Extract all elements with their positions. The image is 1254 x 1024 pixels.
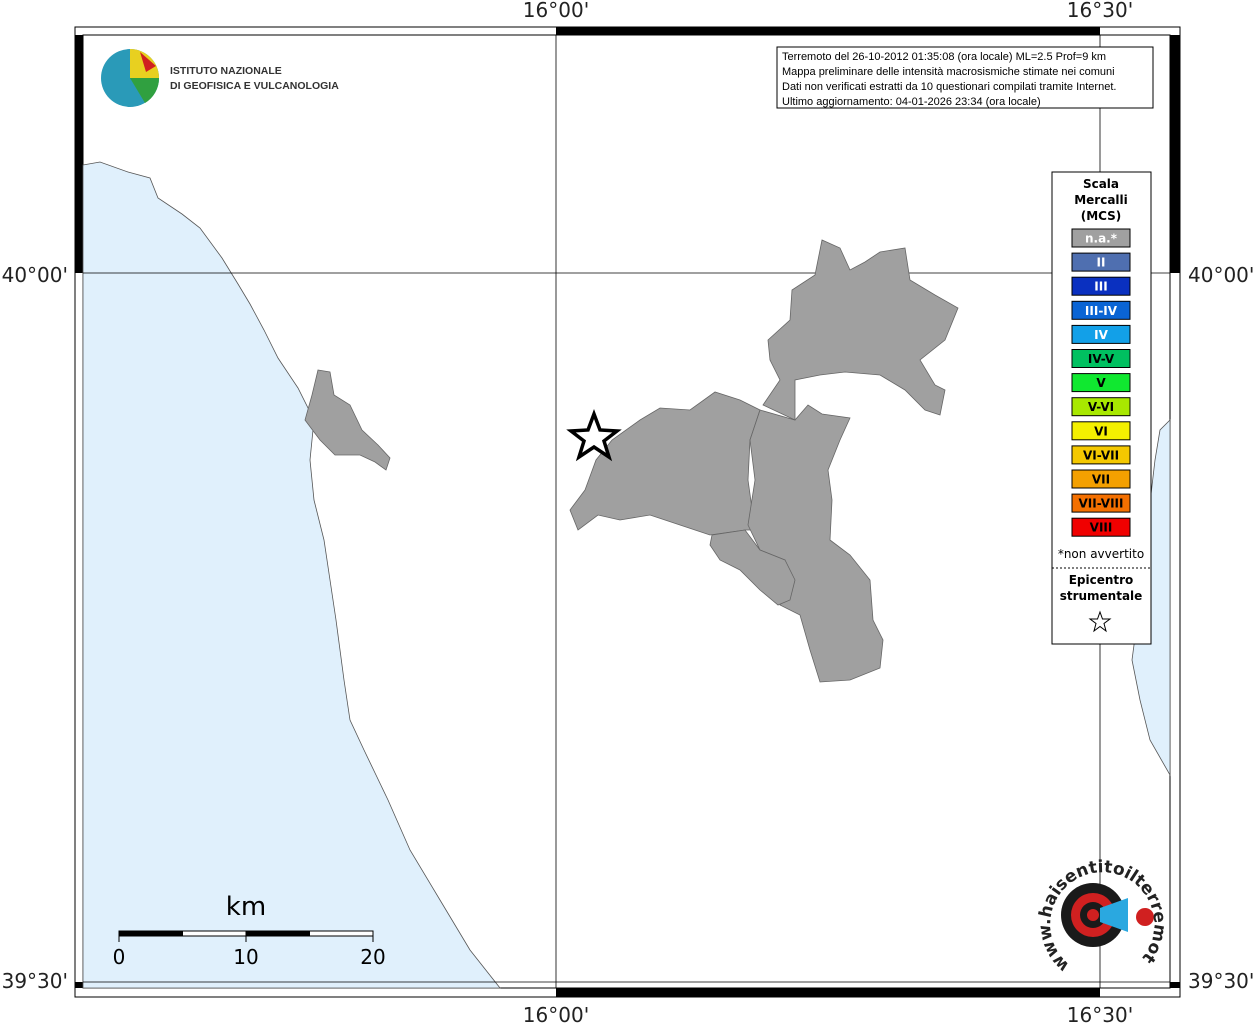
legend-label: VI-VII [1083,448,1119,462]
watermark-badge [1136,908,1154,926]
frame-segment [556,988,1100,997]
legend-swatch [1071,517,1131,537]
frame-segment [1170,982,1180,988]
lon-label: 16°30' [1067,1003,1133,1024]
legend-swatch [1071,300,1131,320]
scale-segment [182,930,247,937]
scale-label: 0 [113,945,126,969]
info-line: Ultimo aggiornamento: 04-01-2026 23:34 (… [782,96,1041,108]
municipalities [304,239,959,683]
legend-epicenter: strumentale [1060,589,1143,603]
legend-title: Scala [1083,177,1119,191]
legend-swatch [1071,252,1131,272]
frame-segment [1170,35,1180,273]
lon-label: 16°00' [523,0,589,22]
lat-label: 39°30' [2,969,68,993]
lat-label: 40°00' [2,263,68,287]
legend-swatch [1071,324,1131,344]
epicenter [566,409,622,462]
legend-swatch [1071,421,1131,441]
legend-swatch [1071,493,1131,513]
legend-swatch [1071,397,1131,417]
lat-label: 39°30' [1188,969,1254,993]
municipality [569,391,761,536]
scale-segment [309,930,374,937]
legend-label: VI [1094,424,1108,438]
info-box [776,46,1154,109]
legend-label: III [1094,280,1107,294]
sea [82,161,501,989]
legend-swatch [1071,373,1131,393]
legend-swatch [1071,445,1131,465]
legend-label: II [1097,256,1106,270]
legend-note: *non avvertito [1058,547,1144,561]
logo-globe [140,52,156,72]
legend-swatch [1071,276,1131,296]
frame-segment [556,27,1100,35]
legend-label: VII-VIII [1078,497,1123,511]
watermark-ring [1087,909,1099,921]
legend-label: V [1096,376,1106,390]
logo-text: DI GEOFISICA E VULCANOLOGIA [170,80,339,92]
legend-epicenter-symbol [1088,610,1112,633]
logo-text: ISTITUTO NAZIONALE [170,65,282,77]
legend-label: VIII [1090,521,1113,535]
lon-label: 16°30' [1067,0,1133,22]
legend-label: V-VI [1088,400,1114,414]
legend-label: n.a.* [1085,232,1118,246]
watermark-horn [1100,898,1128,932]
legend-epicenter: Epicentro [1069,573,1134,587]
frame-segment [75,35,83,273]
municipality [304,369,391,471]
legend-swatch [1071,469,1131,489]
lat-label: 40°00' [1188,263,1254,287]
scale-segment [245,930,310,937]
legend-swatch [1071,228,1131,248]
scale-label: 10 [233,945,258,969]
scale-segment [118,930,183,937]
frame-segment [75,982,83,988]
info-line: Terremoto del 26-10-2012 01:35:08 (ora l… [782,51,1106,63]
legend-swatch [1071,349,1131,368]
info-line: Dati non verificati estratti da 10 quest… [782,81,1116,93]
scale-label: 20 [360,945,385,969]
legend-title: (MCS) [1081,209,1122,223]
legend-label: VII [1092,473,1110,487]
logo-globe [130,78,160,103]
municipality [709,529,796,606]
municipality [762,239,959,421]
legend-label: III-IV [1085,304,1118,318]
scale-unit: km [226,892,266,922]
info-line: Mappa preliminare delle intensità macros… [782,66,1115,78]
legend-title: Mercalli [1074,193,1128,207]
legend-label: IV [1094,328,1108,342]
logo: ISTITUTO NAZIONALE DI GEOFISICA E VULCAN… [101,49,339,107]
legend-label: IV-V [1088,352,1115,366]
lon-label: 16°00' [523,1003,589,1024]
